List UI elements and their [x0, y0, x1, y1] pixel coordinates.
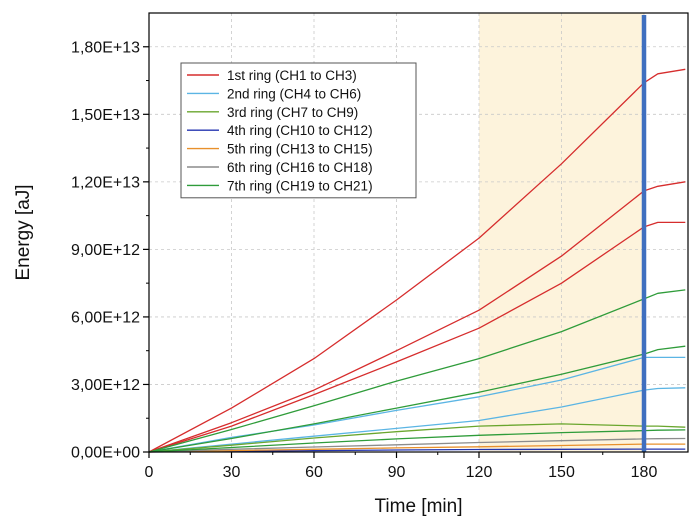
y-tick-label: 1,80E+13: [71, 39, 140, 56]
series-line: [148, 443, 686, 453]
legend-box: [180, 62, 417, 199]
y-tick-label: 1,20E+13: [71, 174, 140, 191]
series-line: [148, 181, 686, 453]
axis-ticks: [143, 46, 645, 458]
y-tick-label: 9,00E+12: [71, 242, 140, 259]
plot-frame: [148, 12, 689, 453]
series-line: [148, 68, 686, 453]
y-tick-label: 1,50E+13: [71, 107, 140, 124]
x-tick-label: 60: [305, 464, 323, 481]
x-tick-label: 90: [388, 464, 406, 481]
series-line: [148, 437, 686, 453]
x-tick-label: 120: [466, 464, 493, 481]
y-tick-label: 3,00E+12: [71, 377, 140, 394]
series-line: [148, 429, 686, 453]
y-tick-label: 6,00E+12: [71, 309, 140, 326]
series-line: [148, 345, 686, 453]
legend-label: 2nd ring (CH4 to CH6): [227, 86, 361, 101]
y-tick-labels: 0,00E+00 3,00E+12 6,00E+12 9,00E+12 1,20E+13…: [71, 39, 140, 461]
series-line: [148, 448, 686, 453]
legend-label: 7th ring (CH19 to CH21): [227, 178, 373, 193]
x-tick-label: 0: [145, 464, 154, 481]
series-line: [148, 423, 686, 453]
series-line: [148, 221, 686, 453]
series-line: [148, 289, 686, 453]
x-tick-labels: 0 30 60 90 120 150 180: [145, 464, 658, 481]
legend-label: 4th ring (CH10 to CH12): [227, 123, 373, 138]
series-lines: [148, 68, 686, 453]
legend-label: 6th ring (CH16 to CH18): [227, 160, 373, 175]
x-tick-label: 180: [631, 464, 658, 481]
x-tick-label: 30: [223, 464, 241, 481]
x-axis-title: Time [min]: [375, 496, 463, 517]
legend-label: 5th ring (CH13 to CH15): [227, 142, 373, 157]
legend: 1st ring (CH1 to CH3) 2nd ring (CH4 to CH…: [180, 62, 417, 199]
series-line: [148, 387, 686, 453]
y-tick-label: 0,00E+00: [71, 445, 140, 462]
y-axis-title: Energy [aJ]: [13, 184, 34, 280]
legend-label: 3rd ring (CH7 to CH9): [227, 105, 358, 120]
x-tick-label: 150: [548, 464, 575, 481]
legend-label: 1st ring (CH1 to CH3): [227, 68, 357, 83]
